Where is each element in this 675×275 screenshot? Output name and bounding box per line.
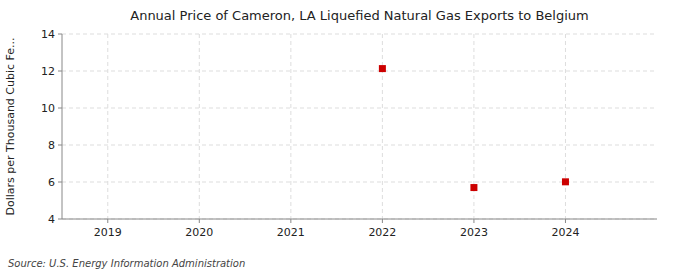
y-axis-line [62, 34, 63, 219]
x-tick [290, 219, 291, 223]
x-tick-label: 2024 [551, 226, 579, 239]
x-grid-line [107, 34, 108, 219]
x-tick [473, 219, 474, 223]
y-tick-label: 8 [48, 139, 55, 152]
data-point [379, 65, 386, 72]
x-tick-label: 2023 [460, 226, 488, 239]
chart-svg: Annual Price of Cameron, LA Liquefied Na… [0, 0, 675, 275]
x-grid-line [473, 34, 474, 219]
x-tick-label: 2020 [185, 226, 213, 239]
y-tick-label: 6 [48, 176, 55, 189]
x-tick [107, 219, 108, 223]
data-point [470, 184, 477, 191]
y-grid-line [62, 108, 657, 109]
x-tick-label: 2019 [94, 226, 122, 239]
chart-container: Annual Price of Cameron, LA Liquefied Na… [0, 0, 675, 275]
y-axis-label: Dollars per Thousand Cubic Fe... [4, 37, 17, 215]
y-grid-line [62, 145, 657, 146]
y-grid-line [62, 34, 657, 35]
x-tick-label: 2021 [277, 226, 305, 239]
x-grid-line [565, 34, 566, 219]
grid [62, 34, 657, 219]
y-tick [58, 34, 62, 35]
y-tick-label: 10 [41, 102, 55, 115]
x-grid-line [382, 34, 383, 219]
x-axis-line [62, 219, 657, 220]
chart-title: Annual Price of Cameron, LA Liquefied Na… [130, 8, 589, 23]
data-point [562, 178, 569, 185]
x-tick [382, 219, 383, 223]
y-tick-label: 14 [41, 28, 55, 41]
y-tick [58, 182, 62, 183]
y-tick [58, 108, 62, 109]
y-tick-label: 12 [41, 65, 55, 78]
y-tick-label: 4 [48, 213, 55, 226]
points [379, 65, 569, 191]
y-tick [58, 71, 62, 72]
y-tick [58, 219, 62, 220]
x-tick [199, 219, 200, 223]
x-tick [565, 219, 566, 223]
axes: 4 6 8 10 12 14 2019 2020 2021 2022 2023 2024 [41, 28, 657, 239]
x-grid-line [199, 34, 200, 219]
x-grid-line [290, 34, 291, 219]
x-tick-label: 2022 [368, 226, 396, 239]
y-grid-line [62, 71, 657, 72]
y-tick [58, 145, 62, 146]
source-note: Source: U.S. Energy Information Administ… [8, 258, 245, 269]
y-grid-line [62, 219, 657, 220]
